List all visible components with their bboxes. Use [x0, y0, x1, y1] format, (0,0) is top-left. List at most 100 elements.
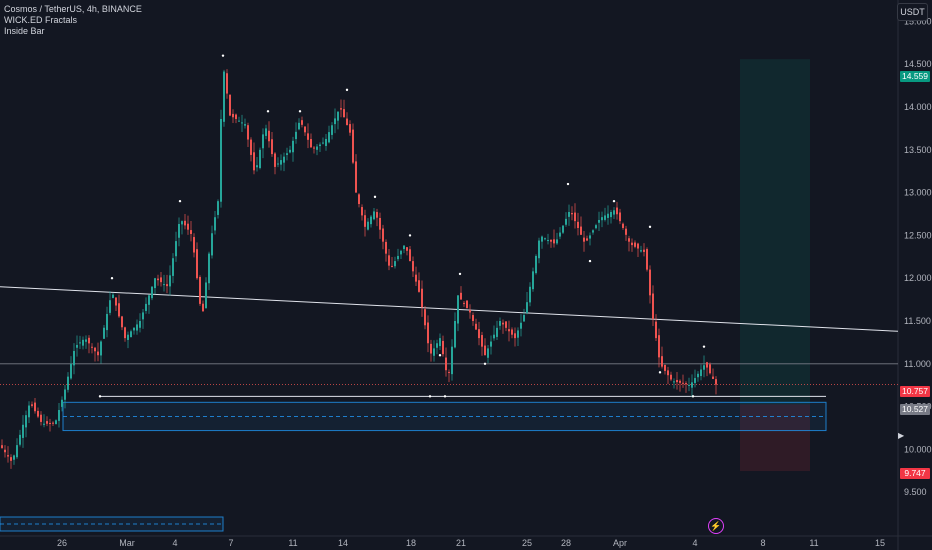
candle-body — [355, 161, 357, 193]
x-tick-label: 15 — [875, 538, 885, 548]
candle-body — [49, 423, 51, 425]
candle-body — [220, 118, 222, 202]
target-zone — [740, 59, 810, 405]
candle-body — [691, 382, 693, 388]
candle-body — [187, 223, 189, 230]
candle-body — [109, 300, 111, 313]
candle-body — [67, 376, 69, 390]
candle-body — [676, 379, 678, 383]
candle-body — [616, 207, 618, 215]
candle-body — [466, 300, 468, 309]
tradingview-logo-icon[interactable]: ⚡ — [708, 518, 724, 534]
candle-body — [433, 348, 435, 356]
candle-body — [136, 324, 138, 331]
candle-body — [127, 334, 129, 340]
candle-body — [562, 225, 564, 233]
candle-body — [406, 247, 408, 251]
candle-body — [565, 218, 567, 225]
candle-body — [595, 225, 597, 229]
candle-body — [697, 373, 699, 378]
candle-body — [493, 334, 495, 339]
candle-body — [640, 250, 642, 252]
fractal-marker — [98, 395, 102, 398]
candle-body — [217, 201, 219, 215]
symbol-title[interactable]: Cosmos / TetherUS, 4h, BINANCE — [4, 4, 142, 14]
candle-body — [703, 365, 705, 370]
entry-price-tag: 10.527 — [900, 404, 930, 415]
candle-body — [232, 113, 234, 118]
x-tick-label: 26 — [57, 538, 67, 548]
candle-body — [535, 255, 537, 274]
candle-body — [583, 237, 585, 242]
candle-body — [118, 303, 120, 317]
candle-body — [382, 228, 384, 242]
fractal-marker — [373, 195, 377, 199]
candle-body — [613, 210, 615, 215]
candle-body — [37, 410, 39, 417]
candle-body — [631, 242, 633, 246]
fractal-marker — [438, 354, 442, 357]
candle-body — [592, 230, 594, 233]
scroll-right-icon[interactable]: ▶ — [898, 431, 905, 440]
fractal-marker — [612, 199, 616, 203]
candle-body — [412, 261, 414, 272]
candle-body — [652, 293, 654, 319]
candle-body — [487, 348, 489, 358]
y-tick-label: 11.500 — [904, 316, 931, 326]
candle-body — [106, 313, 108, 331]
candle-body — [19, 434, 21, 445]
fractal-marker — [298, 110, 302, 113]
candle-body — [286, 153, 288, 155]
candle-body — [541, 236, 543, 242]
candle-body — [160, 277, 162, 283]
candle-body — [604, 215, 606, 220]
candle-body — [520, 322, 522, 329]
indicator-fractals[interactable]: WICK.ED Fractals — [4, 15, 78, 25]
candle-body — [310, 139, 312, 148]
candle-body — [13, 455, 15, 460]
x-tick-label: 4 — [172, 538, 177, 548]
candle-body — [190, 230, 192, 234]
x-tick-label: 7 — [228, 538, 233, 548]
candle-body — [196, 249, 198, 279]
fractal-marker — [428, 395, 432, 398]
candle-body — [208, 253, 210, 284]
candle-body — [409, 249, 411, 262]
candle-body — [706, 362, 708, 368]
candle-body — [202, 303, 204, 312]
fractal-marker — [566, 182, 570, 186]
candle-body — [151, 286, 153, 299]
candle-body — [508, 329, 510, 332]
candle-body — [586, 238, 588, 241]
currency-button[interactable]: USDT — [897, 3, 928, 21]
x-tick-label: 11 — [809, 538, 818, 548]
candle-body — [199, 276, 201, 304]
candle-body — [229, 94, 231, 116]
fractal-marker — [178, 199, 182, 203]
candle-body — [628, 238, 630, 242]
candle-body — [715, 379, 717, 385]
x-tick-label: 28 — [561, 538, 571, 548]
candle-body — [502, 322, 504, 325]
candle-body — [184, 220, 186, 226]
candle-body — [364, 215, 366, 227]
candle-body — [523, 315, 525, 322]
candle-body — [241, 122, 243, 124]
candle-body — [28, 405, 30, 418]
candle-body — [100, 341, 102, 356]
candle-body — [448, 371, 450, 373]
x-tick-label: 18 — [406, 538, 416, 548]
candle-body — [112, 294, 114, 298]
candle-body — [298, 122, 300, 130]
candle-body — [253, 152, 255, 171]
candle-body — [325, 138, 327, 146]
candle-body — [343, 109, 345, 118]
candle-body — [511, 329, 513, 335]
indicator-inside-bar[interactable]: Inside Bar — [4, 26, 45, 36]
fractal-marker — [110, 277, 114, 280]
candle-body — [295, 131, 297, 140]
candle-body — [46, 421, 48, 424]
candle-body — [712, 376, 714, 379]
current-price-tag: 10.757 — [900, 386, 930, 397]
